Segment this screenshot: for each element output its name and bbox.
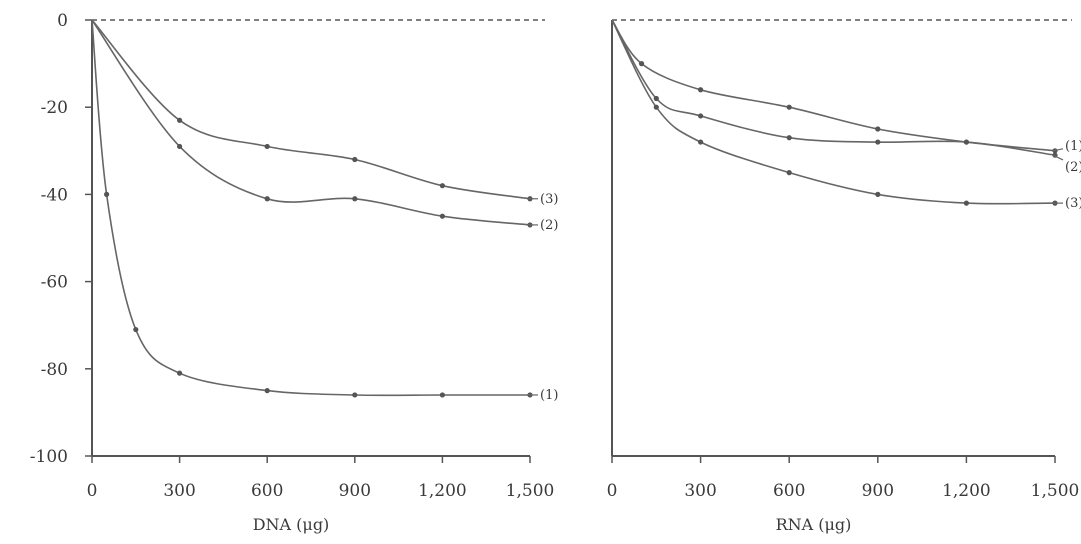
x-tick-label: 1,200 [418, 481, 467, 501]
x-tick-label: 1,500 [506, 481, 555, 501]
x-tick-label: 1,500 [1031, 481, 1080, 501]
x-tick-label: 0 [607, 481, 618, 501]
panel-dna: 0 300 600 900 1,200 1,500 0 -20 -40 -60 -80 -100 DNA… [30, 11, 559, 534]
y-tick-label: -40 [41, 185, 68, 205]
data-point [439, 213, 445, 219]
data-point [264, 196, 270, 202]
data-point [177, 117, 183, 123]
series-line [91, 19, 531, 226]
data-point [653, 104, 659, 110]
data-point [698, 139, 704, 145]
series-label: (2) [540, 218, 558, 233]
data-point [177, 370, 183, 376]
data-point [875, 191, 881, 197]
data-point [177, 143, 183, 150]
x-axis-title: DNA (μg) [253, 515, 330, 534]
data-point [698, 87, 704, 93]
series-label-leader [1052, 148, 1064, 152]
x-tick-label: 900 [339, 481, 371, 501]
x-tick-label: 300 [684, 481, 716, 501]
data-point [963, 139, 970, 145]
series-label: (1) [1065, 139, 1081, 154]
x-axis-title: RNA (μg) [776, 515, 852, 534]
y-tick-label: 0 [57, 11, 68, 31]
x-tick-label: 0 [87, 481, 98, 501]
series-line [91, 19, 531, 200]
data-point [786, 170, 792, 176]
series-label: (1) [540, 388, 558, 403]
y-tick-label: -20 [41, 98, 68, 118]
data-point [264, 143, 270, 150]
data-point [786, 135, 792, 141]
series-line [611, 19, 1056, 156]
x-tick-label: 600 [773, 481, 805, 501]
data-point [638, 61, 645, 67]
data-point [352, 392, 358, 398]
data-point [653, 95, 659, 102]
series-label: (2) [1065, 160, 1081, 175]
data-point [352, 196, 358, 202]
data-point [133, 326, 139, 333]
data-point [439, 183, 445, 189]
y-tick-label: -100 [30, 447, 68, 467]
data-point [786, 104, 792, 110]
data-point [698, 113, 704, 119]
panel-rna: 0 300 600 900 1,200 1,500 RNA (μg) (1) (2) (3) [607, 19, 1081, 534]
x-tick-label: 300 [163, 481, 195, 501]
data-point [104, 191, 110, 197]
data-point [264, 388, 270, 394]
data-point [875, 139, 881, 145]
y-tick-label: -60 [41, 273, 68, 293]
series-line [611, 19, 1056, 152]
x-tick-label: 600 [251, 481, 283, 501]
x-tick-label: 1,200 [942, 481, 991, 501]
series-label: (3) [540, 192, 558, 207]
x-tick-label: 900 [862, 481, 894, 501]
data-point [963, 200, 970, 206]
series-label: (3) [1065, 196, 1081, 211]
data-point [875, 126, 881, 132]
series-label-leader [1052, 154, 1064, 161]
data-point [439, 392, 445, 398]
series-line [91, 19, 530, 397]
y-tick-label: -80 [41, 360, 68, 380]
data-point [352, 156, 358, 163]
